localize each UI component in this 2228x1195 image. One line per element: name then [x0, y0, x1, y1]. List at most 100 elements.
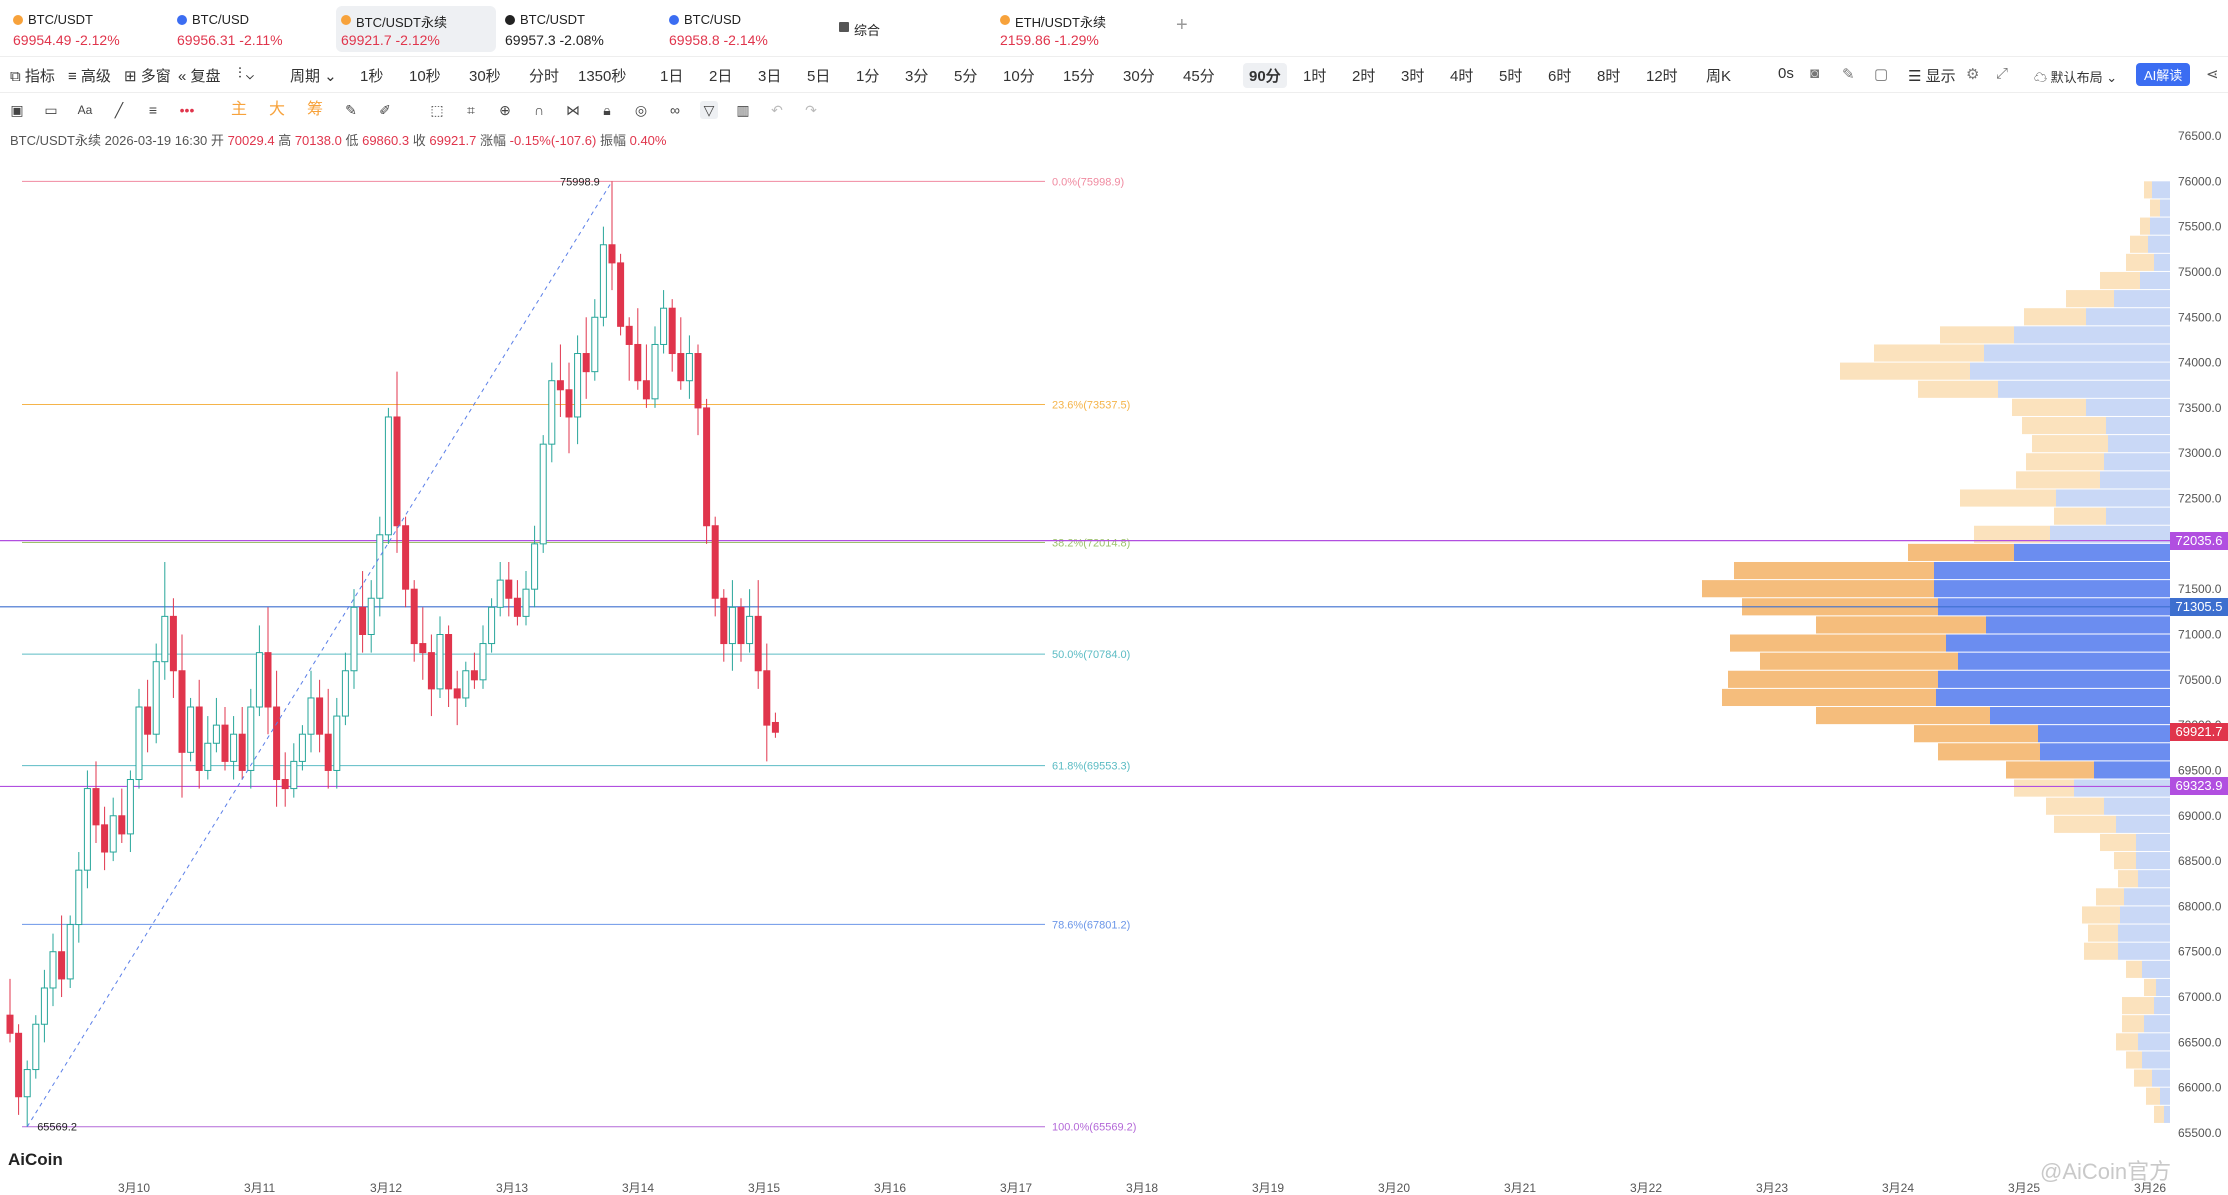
- pen-icon[interactable]: ✎: [1842, 66, 1855, 83]
- x-tick-label: 3月26: [2134, 1181, 2166, 1195]
- period-dropdown[interactable]: 周期 ⌄: [290, 68, 337, 85]
- pair-tab-3[interactable]: BTC/USDT 69957.3 -2.08%: [500, 6, 650, 52]
- interval-15[interactable]: 45分: [1183, 68, 1215, 85]
- interval-16[interactable]: 90分: [1243, 63, 1287, 88]
- rectangle-icon[interactable]: ▭: [44, 102, 58, 118]
- undo-icon[interactable]: ↶: [771, 102, 783, 118]
- filter-icon[interactable]: ▽: [700, 101, 718, 119]
- y-tick-label: 70500.0: [2178, 673, 2222, 687]
- indicator-button[interactable]: ⧉ 指标: [10, 68, 55, 85]
- zoom-icon[interactable]: ⊕: [499, 102, 511, 118]
- fullscreen-icon[interactable]: ⤢: [1996, 65, 2009, 82]
- settings-icon[interactable]: ⚙: [1966, 66, 1980, 83]
- volume-profile-buy-bar: [2104, 797, 2170, 815]
- interval-3[interactable]: 分时: [529, 68, 560, 85]
- interval-23[interactable]: 8时: [1597, 68, 1621, 85]
- candle-body: [255, 652, 263, 708]
- interval-11[interactable]: 5分: [954, 68, 978, 85]
- pattern-icon[interactable]: ⋈: [566, 102, 580, 118]
- advanced-button[interactable]: ≡ 高级: [68, 68, 111, 85]
- volume-profile-buy-bar: [2116, 815, 2170, 833]
- pair-tab-5[interactable]: 综合: [834, 6, 934, 52]
- candle-body: [230, 733, 238, 762]
- interval-20[interactable]: 4时: [1450, 68, 1474, 85]
- interval-19[interactable]: 3时: [1401, 68, 1425, 85]
- interval-13[interactable]: 15分: [1063, 68, 1095, 85]
- pair-tab-0[interactable]: BTC/USDT 69954.49 -2.12%: [8, 6, 158, 52]
- volume-profile-buy-bar: [2108, 435, 2170, 453]
- interval-9[interactable]: 1分: [856, 68, 880, 85]
- hline-icon[interactable]: ≡: [148, 102, 158, 118]
- display-button[interactable]: ☰ 显示: [1908, 68, 1956, 85]
- volume-profile-buy-bar: [2040, 743, 2170, 761]
- link-icon[interactable]: ∞: [670, 102, 680, 118]
- interval-0[interactable]: 1秒: [360, 68, 384, 85]
- chart-type-button[interactable]: ⫶ ⌄: [238, 65, 255, 82]
- text-icon[interactable]: Aa: [77, 103, 93, 117]
- magnet-icon[interactable]: ∩: [533, 102, 545, 118]
- candle-body: [754, 615, 762, 672]
- brush-icon[interactable]: ✐: [379, 102, 391, 118]
- interval-18[interactable]: 2时: [1352, 68, 1376, 85]
- interval-8[interactable]: 5日: [807, 68, 831, 85]
- select-icon[interactable]: ⬚: [430, 102, 444, 118]
- x-tick-label: 3月18: [1126, 1181, 1158, 1195]
- ruler-icon[interactable]: ⌗: [467, 102, 475, 118]
- volume-profile-sell-bar: [2012, 398, 2086, 416]
- lock-icon[interactable]: 🔒︎: [603, 102, 611, 118]
- interval-7[interactable]: 3日: [758, 68, 782, 85]
- main-force-label[interactable]: 主: [230, 101, 247, 118]
- interval-10[interactable]: 3分: [905, 68, 929, 85]
- okx-icon: [505, 15, 515, 25]
- interval-4[interactable]: 1350秒: [578, 68, 627, 85]
- interval-17[interactable]: 1时: [1303, 68, 1327, 85]
- candle-body: [462, 670, 470, 699]
- ray-icon[interactable]: •••: [179, 102, 195, 118]
- candlestick-chart[interactable]: 0.0%(75998.9) 23.6%(73537.5) 38.2%(72014.8…: [0, 126, 2228, 1195]
- candle-body: [574, 353, 582, 418]
- pair-tab-6[interactable]: ETH/USDT永续 2159.86 -1.29%: [995, 6, 1145, 52]
- y-tick-label: 73000.0: [2178, 446, 2222, 460]
- interval-6[interactable]: 2日: [709, 68, 733, 85]
- interval-22[interactable]: 6时: [1548, 68, 1572, 85]
- chip-label[interactable]: 筹: [306, 101, 323, 118]
- interval-21[interactable]: 5时: [1499, 68, 1523, 85]
- volume-profile-buy-bar: [1934, 580, 2170, 598]
- pair-tab-1[interactable]: BTC/USD 69956.31 -2.11%: [172, 6, 322, 52]
- candle-body: [281, 779, 289, 790]
- layout-dropdown[interactable]: ☁ 默认布局 ⌄: [2034, 70, 2118, 85]
- replay-button[interactable]: « 复盘: [178, 68, 221, 85]
- pair-tab-2-active[interactable]: BTC/USDT永续 69921.7 -2.12%: [336, 6, 496, 52]
- candle-body: [505, 579, 513, 599]
- big-order-label[interactable]: 大: [268, 101, 285, 118]
- interval-14[interactable]: 30分: [1123, 68, 1155, 85]
- trash-icon[interactable]: ▥: [736, 102, 750, 118]
- window-icon[interactable]: ▢: [1874, 66, 1889, 83]
- multi-window-button[interactable]: ⊞ 多窗: [124, 68, 171, 85]
- x-tick-label: 3月10: [118, 1181, 150, 1195]
- volume-profile-buy-bar: [2038, 725, 2170, 743]
- interval-1[interactable]: 10秒: [409, 68, 441, 85]
- redo-icon[interactable]: ↷: [805, 102, 817, 118]
- share-icon[interactable]: ⋖: [2206, 66, 2219, 83]
- drawing-toolbar: ▣ ▭ Aa ╱ ≡ ••• 主 大 筹 ✎ ✐ ⬚ ⌗ ⊕ ∩ ⋈ 🔒︎ ◎ …: [0, 92, 2228, 126]
- interval-5[interactable]: 1日: [660, 68, 684, 85]
- volume-profile-buy-bar: [2114, 290, 2170, 308]
- interval-2[interactable]: 30秒: [469, 68, 501, 85]
- camera-icon[interactable]: ◙: [1810, 65, 1820, 82]
- candle-body: [144, 706, 152, 735]
- pair-tab-4[interactable]: BTC/USD 69958.8 -2.14%: [664, 6, 814, 52]
- interval-24[interactable]: 12时: [1646, 68, 1678, 85]
- line-icon[interactable]: ╱: [114, 102, 124, 118]
- y-tick-label: 69500.0: [2178, 763, 2222, 777]
- edit-icon[interactable]: ✎: [345, 102, 357, 118]
- cursor-icon[interactable]: ▣: [10, 102, 24, 118]
- interval-25[interactable]: 周K: [1706, 68, 1732, 85]
- interval-12[interactable]: 10分: [1003, 68, 1035, 85]
- candle-body: [341, 670, 349, 717]
- add-tab-icon[interactable]: +: [1176, 14, 1188, 36]
- ai-analysis-button[interactable]: AI解读: [2136, 63, 2191, 86]
- eye-icon[interactable]: ◎: [634, 102, 648, 118]
- volume-profile-buy-bar: [1958, 652, 2170, 670]
- binance-icon: [13, 15, 23, 25]
